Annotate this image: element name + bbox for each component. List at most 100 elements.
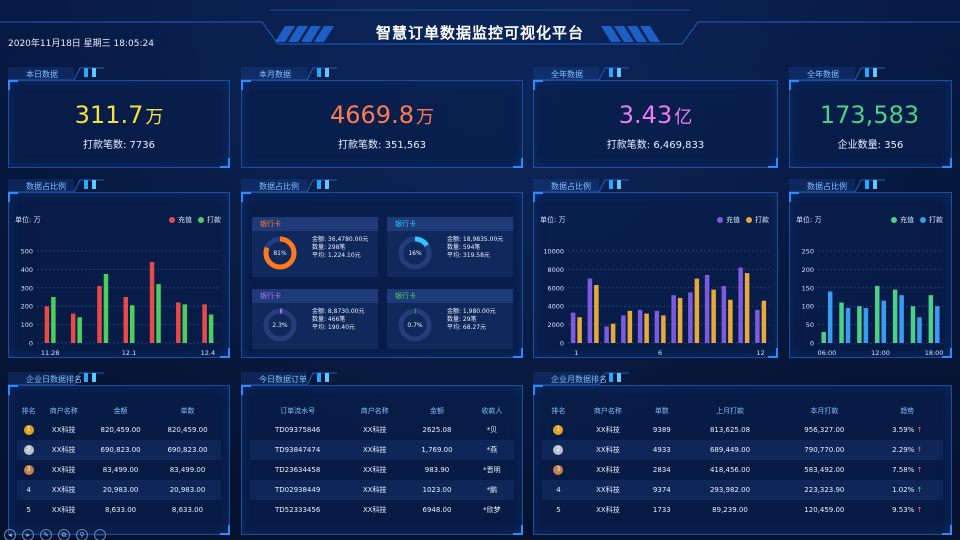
next-icon[interactable]: ▸ xyxy=(22,529,34,540)
bar-打款-4 xyxy=(644,313,649,343)
kpi-value: 173,583 xyxy=(790,101,951,129)
table-cell: 89,239.00 xyxy=(712,506,748,514)
table-cell: TD93847474 xyxy=(250,440,346,460)
bar-打款-1 xyxy=(594,285,599,343)
table-row[interactable]: TD52333456 XX科技 6948.00 *欣梦 xyxy=(250,500,514,520)
tab-marker-icon xyxy=(317,373,321,382)
chart-tab-0-label: 数据占比例 xyxy=(26,182,66,191)
y-tick-label: 10000 xyxy=(543,248,564,256)
table-cell: 9.53% ↑ xyxy=(892,506,923,514)
copy-icon[interactable]: ⧉ xyxy=(58,529,70,540)
table-cell: XX科技 xyxy=(345,480,405,500)
tab-marker-icon xyxy=(873,68,877,77)
bar-chart: 0 2000 4000 6000 8000 10000 1 6 12 xyxy=(543,248,769,357)
table-cell: 6948.00 xyxy=(422,506,452,514)
kpi-number: 4669.8 xyxy=(330,101,414,129)
bar-充值-2 xyxy=(604,326,609,343)
y-tick-label: 300 xyxy=(21,284,33,292)
tab-marker-icon xyxy=(92,68,96,77)
tab-marker-icon xyxy=(609,180,613,189)
trend-up-arrow-icon: ↑ xyxy=(914,466,923,474)
pen-icon[interactable]: ✎ xyxy=(40,529,52,540)
donut-ring xyxy=(398,308,432,342)
bar-打款-2 xyxy=(863,308,869,343)
rank-medal-icon: 3 xyxy=(23,465,34,475)
bar-充值-4 xyxy=(149,262,155,343)
bar-打款-5 xyxy=(661,315,666,343)
bar-充值-1 xyxy=(587,278,593,343)
table-row[interactable]: 4 XX科技 9374 293,982.00 223,323.90 1.02% ↑ xyxy=(542,480,943,500)
bar-充值-11 xyxy=(755,309,760,343)
y-tick-label: 250 xyxy=(802,248,814,256)
table-row[interactable]: 1 XX科技 820,459.00 820,459.00 xyxy=(17,420,221,440)
table-cell: 8,633.00 xyxy=(171,506,204,514)
column-header: 金额 xyxy=(113,407,128,415)
chart-panel-1: 银行卡 81% 金额: 36,4780.00元 数量: 298笔 平均: 1,224.1… xyxy=(241,192,523,358)
kpi-tab-1-label: 本月数据 xyxy=(259,70,291,79)
y-tick-label: 8000 xyxy=(547,266,564,274)
table-row[interactable]: 4 XX科技 20,983.00 20,983.00 xyxy=(17,480,221,500)
bar-充值-0 xyxy=(821,331,826,343)
legend-item: 充值 xyxy=(900,216,914,224)
tab-marker-icon xyxy=(84,373,88,382)
bar-充值-9 xyxy=(721,285,727,343)
table-row[interactable]: 1 XX科技 9389 813,625.08 956,327.00 3.59% ↑ xyxy=(542,420,943,440)
bar-打款-9 xyxy=(728,299,733,343)
table-cell: 4 xyxy=(542,480,575,500)
kpi-value: 4669.8 万 xyxy=(242,101,522,129)
ring-percent: 2.3% xyxy=(272,322,288,329)
chart-tab-0: 数据占比例 xyxy=(8,179,104,193)
table-cell: 8,633.00 xyxy=(104,506,137,514)
legend-dot-icon xyxy=(198,217,204,223)
x-tick-label: 12.4 xyxy=(201,349,215,357)
table-cell: 20,983.00 xyxy=(87,480,155,500)
kpi-number: 311.7 xyxy=(74,101,144,129)
tab-marker-icon xyxy=(317,180,321,189)
chart-unit-label: 单位: 万 xyxy=(796,216,822,224)
table-row[interactable]: TD23634458 XX科技 983.90 *晋明 xyxy=(250,460,514,480)
tab-marker-icon xyxy=(92,373,96,382)
stat-avg: 平均: 1,224.10元 xyxy=(312,252,361,259)
rank-medal-icon: 2 xyxy=(553,445,564,455)
pie-card-2: 银行卡 2.3% 金额: 8,8730.00元 数量: 466笔 平均: 190.40元 xyxy=(252,289,378,349)
table-cell: 820,459.00 xyxy=(167,426,208,434)
legend-item: 充值 xyxy=(726,216,740,224)
table-row[interactable]: 5 XX科技 8,633.00 8,633.00 xyxy=(17,500,221,520)
kpi-unit: 万 xyxy=(145,107,164,128)
table-cell: 9389 xyxy=(652,426,671,434)
kpi-tab-2: 全年数据 xyxy=(533,67,629,81)
zoom-icon[interactable]: ⚲ xyxy=(76,529,88,540)
chart-panel-2: 单位: 万 充值 打款 0 2000 4000 6000 8000 10000 1 6 12 xyxy=(533,192,778,358)
table-row[interactable]: 3 XX科技 2834 418,456.00 583,492.00 7.58% ↑ xyxy=(542,460,943,480)
table3-tab: 企业月数据排名 xyxy=(533,372,629,386)
bar-打款-6 xyxy=(935,306,940,343)
bar-充值-2 xyxy=(97,285,102,343)
table-header-row: 排名 商户名称 金额 单数 xyxy=(17,402,221,420)
table-cell: 1.02% ↑ xyxy=(871,480,943,500)
ring-fill xyxy=(263,308,297,342)
table-row[interactable]: 2 XX科技 4933 689,449.00 790,770.00 2.29% ↑ xyxy=(542,440,943,460)
table-row[interactable]: TD02938449 XX科技 1023.00 *鹏 xyxy=(250,480,514,500)
rank-medal-icon: 1 xyxy=(23,425,34,435)
table-row[interactable]: 3 XX科技 83,499.00 83,499.00 xyxy=(17,460,221,480)
table-cell: 1,769.00 xyxy=(404,440,470,460)
table-cell: XX科技 xyxy=(40,480,88,500)
kpi-value: 311.7 万 xyxy=(9,101,229,129)
table-cell: 5 xyxy=(26,506,31,514)
table-row[interactable]: TD09375846 XX科技 2625.08 *贝 xyxy=(250,420,514,440)
table-row[interactable]: 5 XX科技 1733 89,239.00 120,459.00 9.53% ↑ xyxy=(542,500,943,520)
tab-marker-icon xyxy=(617,180,621,189)
prev-icon[interactable]: ◂ xyxy=(4,529,16,540)
table-cell: XX科技 xyxy=(362,466,387,474)
bar-打款-4 xyxy=(156,284,161,343)
more-icon[interactable]: ⋯ xyxy=(94,529,106,540)
table-cell: 690,823.00 xyxy=(87,440,155,460)
table-row[interactable]: 2 XX科技 690,823.00 690,823.00 xyxy=(17,440,221,460)
kpi-tab-0-label: 本日数据 xyxy=(26,70,58,79)
tab-marker-icon xyxy=(609,68,613,77)
table-row[interactable]: TD93847474 XX科技 1,769.00 *燕 xyxy=(250,440,514,460)
y-tick-label: 200 xyxy=(21,303,33,311)
legend-dot-icon xyxy=(717,217,723,223)
tab-marker-icon xyxy=(84,180,88,189)
table-cell: XX科技 xyxy=(40,440,88,460)
